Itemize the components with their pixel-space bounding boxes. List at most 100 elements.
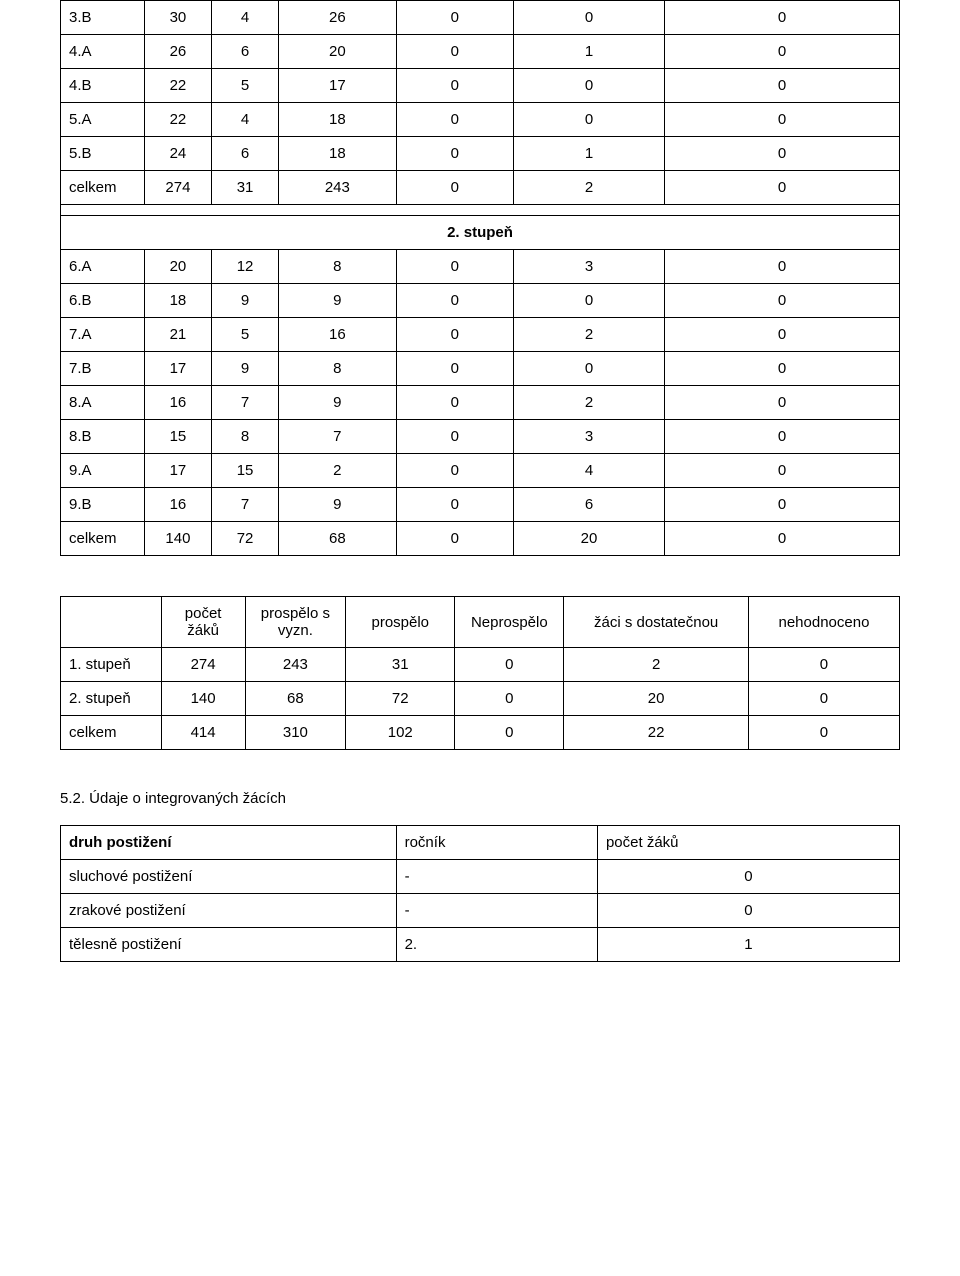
- table-cell: 0: [396, 171, 513, 205]
- table-cell: 2: [514, 171, 665, 205]
- table-cell: 0: [396, 488, 513, 522]
- table-cell: 72: [212, 522, 279, 556]
- table-cell: 1: [514, 137, 665, 171]
- table-cell: 26: [144, 35, 211, 69]
- table-cell: 0: [396, 250, 513, 284]
- table-cell: 0: [665, 454, 900, 488]
- table-cell: 8: [279, 352, 396, 386]
- header-row: počet žákůprospělo s vyzn.prospěloNepros…: [61, 597, 900, 648]
- table-cell: 0: [455, 716, 564, 750]
- table-cell: 8: [279, 250, 396, 284]
- table-row: 9.A17152040: [61, 454, 900, 488]
- table-cell: 0: [396, 386, 513, 420]
- table-cell: 2: [564, 648, 749, 682]
- table-row: tělesně postižení2.1: [61, 928, 900, 962]
- table-cell: 17: [144, 454, 211, 488]
- table-cell: 140: [144, 522, 211, 556]
- table-cell: 102: [346, 716, 455, 750]
- table-cell: 0: [514, 1, 665, 35]
- table-cell: 16: [144, 386, 211, 420]
- table-cell: 12: [212, 250, 279, 284]
- table-cell: 17: [144, 352, 211, 386]
- header-cell: počet žáků: [597, 826, 899, 860]
- table-cell: 0: [665, 488, 900, 522]
- table-cell: 6: [514, 488, 665, 522]
- table-cell: -: [396, 860, 597, 894]
- table-row: 9.B1679060: [61, 488, 900, 522]
- table-cell: 0: [748, 682, 899, 716]
- table-cell: 4: [212, 103, 279, 137]
- table-cell: 3: [514, 250, 665, 284]
- table-cell: 18: [144, 284, 211, 318]
- table-cell: 1. stupeň: [61, 648, 162, 682]
- table-cell: 18: [279, 103, 396, 137]
- table-cell: 0: [396, 137, 513, 171]
- spacer-row: [61, 205, 900, 216]
- table-cell: 5: [212, 318, 279, 352]
- table-cell: 20: [144, 250, 211, 284]
- table-cell: 20: [279, 35, 396, 69]
- header-cell: prospělo s vyzn.: [245, 597, 346, 648]
- table-cell: 68: [245, 682, 346, 716]
- header-cell: počet žáků: [161, 597, 245, 648]
- table-cell: 5: [212, 69, 279, 103]
- table-cell: 20: [564, 682, 749, 716]
- table-cell: 4: [212, 1, 279, 35]
- table-cell: 0: [396, 352, 513, 386]
- table-cell: 0: [665, 250, 900, 284]
- table-cell: 274: [144, 171, 211, 205]
- table-cell: celkem: [61, 171, 145, 205]
- table-cell: 72: [346, 682, 455, 716]
- table-cell: 5.B: [61, 137, 145, 171]
- table-cell: 9: [279, 284, 396, 318]
- table-cell: 2: [514, 386, 665, 420]
- table-cell: 0: [455, 648, 564, 682]
- table-row: 8.A1679020: [61, 386, 900, 420]
- table-cell: 22: [144, 103, 211, 137]
- table-cell: 17: [279, 69, 396, 103]
- table-row: celkem4143101020220: [61, 716, 900, 750]
- table-cell: 3.B: [61, 1, 145, 35]
- table-cell: 7.B: [61, 352, 145, 386]
- table-row: 5.A22418000: [61, 103, 900, 137]
- table-cell: 15: [144, 420, 211, 454]
- table-cell: 0: [665, 284, 900, 318]
- table-row: 3.B30426000: [61, 1, 900, 35]
- table-cell: 7: [212, 488, 279, 522]
- table-cell: 16: [279, 318, 396, 352]
- table-cell: tělesně postižení: [61, 928, 397, 962]
- header-row: druh postiženíročníkpočet žáků: [61, 826, 900, 860]
- table-cell: 2: [279, 454, 396, 488]
- table-cell: 0: [396, 1, 513, 35]
- table-cell: 0: [665, 69, 900, 103]
- table-row: 7.A21516020: [61, 318, 900, 352]
- table-cell: 0: [665, 352, 900, 386]
- table-cell: 243: [245, 648, 346, 682]
- table-cell: 9: [279, 488, 396, 522]
- section-header-cell: 2. stupeň: [61, 216, 900, 250]
- table-row: celkem14072680200: [61, 522, 900, 556]
- header-cell: druh postižení: [61, 826, 397, 860]
- table-cell: 30: [144, 1, 211, 35]
- table-cell: 6.B: [61, 284, 145, 318]
- table-cell: 24: [144, 137, 211, 171]
- table-cell: 2: [514, 318, 665, 352]
- table-cell: 0: [665, 35, 900, 69]
- table-cell: celkem: [61, 716, 162, 750]
- table-row: 5.B24618010: [61, 137, 900, 171]
- table-cell: 0: [665, 386, 900, 420]
- table-cell: celkem: [61, 522, 145, 556]
- table-cell: 18: [279, 137, 396, 171]
- table-row: zrakové postižení-0: [61, 894, 900, 928]
- grades-table-1: 3.B304260004.A266200104.B225170005.A2241…: [60, 0, 900, 556]
- table-cell: 21: [144, 318, 211, 352]
- table-cell: 274: [161, 648, 245, 682]
- table-cell: 0: [396, 318, 513, 352]
- header-cell: [61, 597, 162, 648]
- table-row: 6.A20128030: [61, 250, 900, 284]
- table-cell: 0: [665, 103, 900, 137]
- table-cell: 2. stupeň: [61, 682, 162, 716]
- table-cell: 8: [212, 420, 279, 454]
- table-cell: 0: [597, 860, 899, 894]
- table-cell: 0: [396, 454, 513, 488]
